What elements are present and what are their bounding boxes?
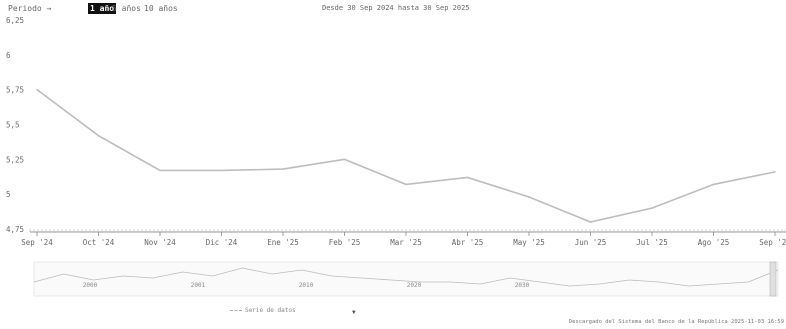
- data-point: [282, 168, 284, 170]
- navigator-year-label: 2001: [191, 282, 206, 289]
- data-point: [466, 176, 469, 179]
- x-tick-label: Feb '25: [329, 238, 361, 247]
- x-tick-label: Jul '25: [636, 238, 668, 247]
- series-line: [36, 89, 776, 223]
- period-10y-button[interactable]: 10 años: [144, 4, 178, 13]
- x-axis-minor-ticks: [29, 229, 786, 232]
- navigator-year-label: 2020: [407, 282, 422, 289]
- data-point: [36, 88, 38, 91]
- x-tick-label: May '25: [513, 238, 545, 247]
- data-point: [343, 158, 346, 161]
- data-point: [97, 134, 100, 137]
- x-tick-label: Mar '25: [390, 238, 422, 247]
- series-group: [36, 88, 776, 223]
- x-tick-label: Jun '25: [575, 238, 607, 247]
- navigator[interactable]: 2000 2001 2010 2020 2030: [33, 261, 779, 297]
- data-point: [528, 196, 530, 198]
- y-axis: 4,75 5 5,25 5,5 5,75 6 6,25: [6, 16, 24, 234]
- data-point: [712, 183, 715, 186]
- y-tick-label: 4,75: [6, 225, 24, 234]
- y-tick-label: 5,25: [6, 155, 24, 164]
- period-label: Periodo →: [8, 4, 52, 13]
- legend-label: Serie de datos: [245, 307, 296, 314]
- date-range: Desde 30 Sep 2024 hasta 30 Sep 2025: [322, 4, 470, 12]
- navigator-legend: Serie de datos: [230, 307, 296, 314]
- navigator-year-label: 2030: [515, 282, 530, 289]
- navigator-year-label: 2000: [83, 282, 98, 289]
- y-tick-label: 6: [6, 51, 11, 60]
- x-tick-label: Sep '25: [759, 238, 786, 247]
- chevron-down-icon[interactable]: ▼: [352, 309, 356, 316]
- x-tick-label: Ago '25: [698, 238, 730, 247]
- data-point: [159, 169, 161, 172]
- y-tick-label: 5,75: [6, 86, 24, 95]
- x-axis: Sep '24 Oct '24 Nov '24 Dic '24 Ene '25 Feb '…: [21, 232, 786, 247]
- period-1y-button[interactable]: 1 año: [88, 3, 117, 14]
- legend-dash-icon: [230, 310, 242, 311]
- period-5y-button[interactable]: 5 años: [112, 4, 141, 13]
- navigator-series-line: [33, 267, 779, 287]
- data-point: [651, 207, 653, 209]
- x-tick-label: Abr '25: [452, 238, 484, 247]
- navigator-handle[interactable]: [769, 261, 777, 297]
- data-point: [589, 221, 592, 223]
- y-tick-label: 5,5: [6, 121, 20, 130]
- x-tick-label: Ene '25: [267, 238, 299, 247]
- x-tick-label: Sep '24: [21, 238, 53, 247]
- y-tick-label: 6,25: [6, 16, 24, 25]
- data-point: [220, 169, 223, 172]
- data-point: [774, 171, 776, 173]
- footer-credit: Descargado del Sistema del Banco de la R…: [568, 319, 784, 325]
- data-point: [405, 183, 407, 186]
- x-tick-label: Dic '24: [206, 238, 238, 247]
- y-tick-label: 5: [6, 190, 11, 199]
- x-tick-label: Oct '24: [83, 238, 115, 247]
- chart-toolbar: Periodo → 1 año 5 años 10 años Desde 30 …: [0, 0, 786, 22]
- navigator-frame: [33, 261, 779, 297]
- x-tick-label: Nov '24: [144, 238, 176, 247]
- navigator-year-label: 2010: [299, 282, 314, 289]
